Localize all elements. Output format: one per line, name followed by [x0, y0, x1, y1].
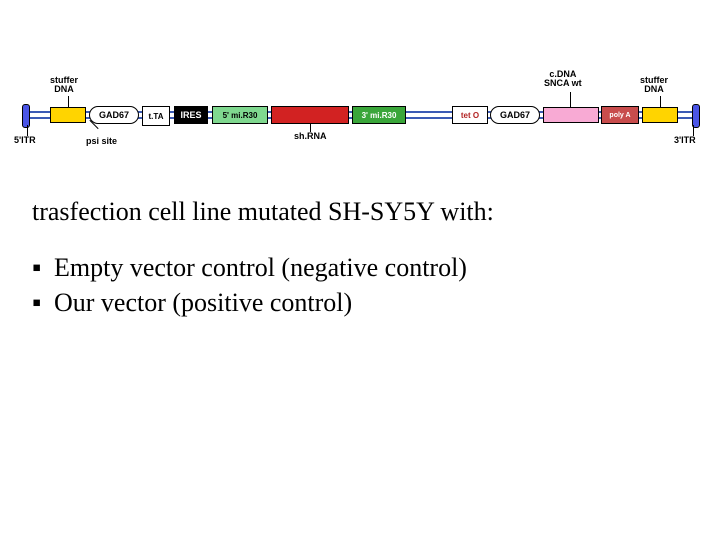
label-psi-site: psi site	[86, 137, 117, 146]
lead-text: trasfection cell line mutated SH-SY5Y wi…	[32, 195, 672, 228]
gad67-promoter-1: GAD67	[89, 106, 139, 124]
text-block: trasfection cell line mutated SH-SY5Y wi…	[32, 195, 672, 320]
tTA-box: t.TA	[142, 106, 170, 126]
connector	[27, 125, 28, 136]
stuffer-dna-1	[50, 107, 86, 123]
stuffer-dna-2	[642, 107, 678, 123]
ires-box: IRES	[174, 106, 208, 124]
label-stuffer-dna-1: stufferDNA	[50, 76, 78, 95]
gad67-promoter-2: GAD67	[490, 106, 540, 124]
connector	[693, 125, 694, 136]
bullet-list: Empty vector control (negative control) …	[32, 250, 672, 320]
shrna-insert	[271, 106, 349, 124]
label-stuffer-dna-2: stufferDNA	[640, 76, 668, 95]
cdna-snca-box	[543, 107, 599, 123]
connector	[660, 96, 661, 107]
connector	[310, 124, 311, 132]
label-cdna-snca: c.DNASNCA wt	[544, 70, 582, 89]
bullet-2: Our vector (positive control)	[32, 285, 672, 320]
connector	[570, 92, 571, 107]
vector-construct-diagram: GAD67 t.TA IRES 5' mi.R30 3' mi.R30 tet …	[20, 70, 700, 160]
cap-5prime	[22, 104, 30, 128]
miR30-3prime: 3' mi.R30	[352, 106, 406, 124]
slide-canvas: GAD67 t.TA IRES 5' mi.R30 3' mi.R30 tet …	[0, 0, 720, 540]
polyA-box: poly A	[601, 106, 639, 124]
bullet-1: Empty vector control (negative control)	[32, 250, 672, 285]
label-5itr: 5'ITR	[14, 136, 36, 145]
label-shrna: sh.RNA	[294, 132, 327, 141]
miR30-5prime: 5' mi.R30	[212, 106, 268, 124]
connector	[68, 96, 69, 107]
label-3itr: 3'ITR	[674, 136, 696, 145]
tetO-box: tet O	[452, 106, 488, 124]
